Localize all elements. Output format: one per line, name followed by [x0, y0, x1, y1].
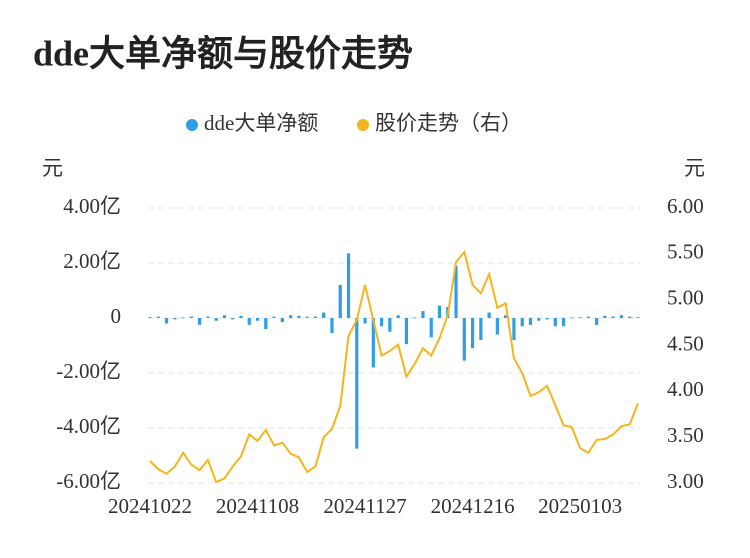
bar: [280, 318, 284, 323]
y2-axis-label: 元: [684, 156, 705, 180]
bar: [479, 318, 483, 340]
bar: [198, 318, 202, 325]
bar: [528, 318, 533, 325]
y2-tick-label: 5.00: [667, 285, 704, 309]
bar: [231, 318, 235, 320]
bar: [272, 316, 276, 318]
y-tick-label: 2.00亿: [63, 249, 121, 273]
bar: [603, 315, 607, 318]
bar: [487, 312, 491, 318]
bar: [545, 318, 549, 320]
bar: [429, 318, 433, 338]
bar: [363, 318, 367, 324]
x-tick-label: 20241127: [323, 494, 406, 518]
y2-tick-label: 3.00: [667, 469, 704, 493]
price-line: [149, 249, 639, 484]
y-tick-label: 4.00亿: [63, 194, 121, 218]
y2-tick-label: 6.00: [667, 194, 704, 218]
bar: [264, 318, 268, 329]
bar: [173, 318, 177, 320]
bar: [379, 318, 384, 327]
bar: [305, 316, 309, 318]
bar: [338, 285, 342, 318]
bar: [346, 253, 351, 318]
legend-marker: [186, 119, 198, 131]
bar: [437, 305, 442, 318]
bar: [330, 318, 334, 334]
y2-tick-label: 5.50: [667, 240, 704, 264]
x-tick-label: 20241216: [431, 494, 515, 518]
bar: [404, 318, 409, 345]
bar: [255, 318, 260, 321]
bar: [181, 317, 185, 319]
bar: [512, 318, 516, 340]
x-tick-label: 20241108: [216, 494, 299, 518]
bar: [239, 315, 243, 318]
bar: [247, 318, 251, 325]
bar: [164, 318, 169, 324]
y-tick-label: -2.00亿: [56, 359, 121, 383]
bar: [148, 317, 152, 318]
bar: [578, 317, 582, 318]
bar: [454, 265, 458, 318]
bar: [355, 318, 359, 449]
bar: [462, 318, 466, 361]
y-axis-label: 元: [42, 156, 63, 180]
bar: [619, 315, 624, 318]
legend-label: dde大单净额: [204, 111, 318, 135]
y-tick-label: -6.00亿: [56, 469, 121, 493]
bar: [561, 318, 566, 327]
bar: [214, 318, 218, 321]
bar: [636, 317, 640, 318]
bar: [553, 318, 557, 327]
y2-tick-label: 3.50: [667, 423, 704, 447]
y-tick-label: -4.00亿: [56, 414, 121, 438]
bar: [470, 318, 475, 349]
legend-label: 股价走势（右）: [375, 111, 522, 135]
bar: [322, 312, 326, 318]
bar: [421, 311, 425, 318]
bar: [413, 317, 417, 319]
bar: [388, 318, 392, 332]
bar: [504, 315, 508, 318]
bar: [189, 316, 193, 318]
bar: [628, 316, 632, 318]
bar: [206, 316, 210, 318]
y2-tick-label: 4.50: [667, 331, 704, 355]
bar: [595, 318, 599, 325]
bar: [289, 315, 293, 318]
bar: [537, 318, 541, 321]
bar: [156, 316, 160, 318]
legend-marker: [357, 119, 369, 131]
bar: [495, 318, 499, 335]
bar: [586, 316, 590, 318]
y2-tick-label: 4.00: [667, 377, 704, 401]
x-tick-label: 20250103: [538, 494, 622, 518]
bar: [222, 315, 227, 318]
bar: [520, 318, 524, 327]
chart-title: dde大单净额与股价走势: [33, 33, 413, 73]
x-tick-label: 20241022: [108, 494, 192, 518]
bar: [297, 315, 301, 318]
bar: [611, 316, 615, 318]
bar: [570, 317, 574, 319]
bar: [313, 316, 318, 318]
bar: [371, 318, 375, 368]
y-tick-label: 0: [111, 304, 122, 328]
bar: [396, 315, 400, 318]
